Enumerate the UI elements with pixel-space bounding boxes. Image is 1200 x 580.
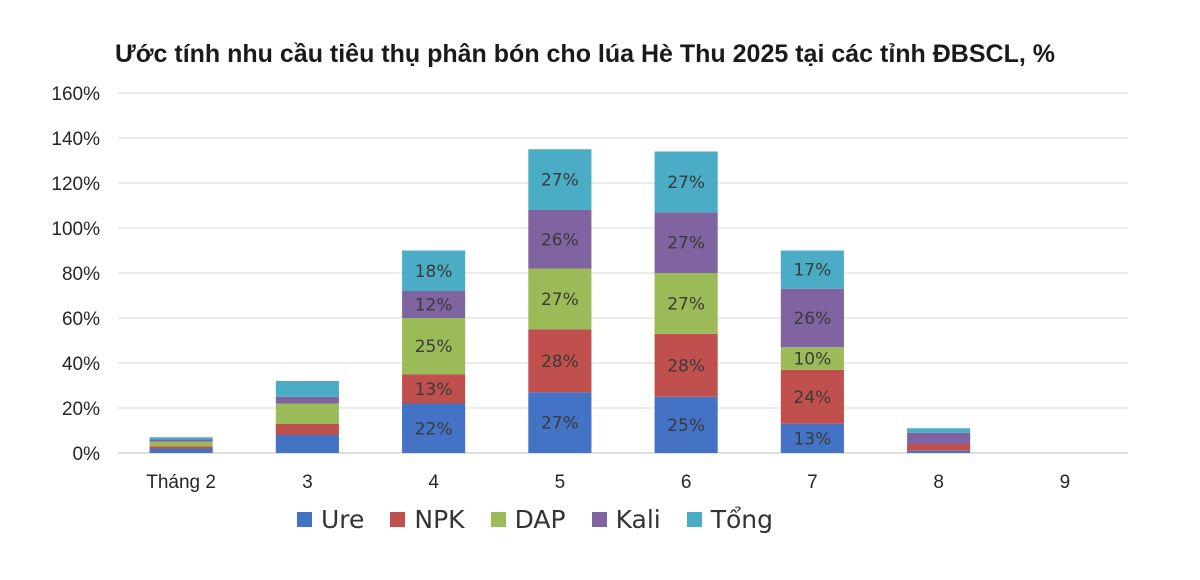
y-tick-label: 60%	[62, 309, 100, 330]
data-label: 22%	[415, 419, 453, 439]
bar-segment	[402, 250, 466, 291]
bar-segment	[654, 212, 718, 273]
legend-item: NPK	[390, 505, 465, 534]
y-tick-label: 160%	[51, 84, 100, 105]
bar-segment	[907, 450, 971, 453]
bars: 22% 13% 25% 12% 18% 27% 28% 27% 26% 27% 25% 28% 27% 2…	[149, 149, 971, 453]
bar-segment	[907, 444, 971, 451]
bar-segment	[275, 381, 339, 397]
data-label: 12%	[415, 296, 453, 316]
y-tick-label: 80%	[62, 264, 100, 285]
x-axis-ticks: Tháng 2 3 4 5 6 7 8 9	[146, 472, 1070, 493]
bar-segment	[654, 151, 718, 213]
legend-label: Kali	[615, 505, 661, 534]
data-label: 27%	[541, 290, 579, 310]
x-tick-label: 8	[933, 472, 944, 493]
legend: Ure NPK DAP Kali Tổng	[0, 505, 1070, 534]
bar-segment	[402, 403, 466, 453]
x-tick-label: 3	[302, 472, 313, 493]
bar-segment	[275, 396, 339, 404]
data-label: 18%	[415, 262, 453, 282]
data-label: 24%	[793, 388, 831, 408]
data-label: 13%	[793, 429, 831, 449]
bar-segment	[402, 318, 466, 375]
legend-label: Ure	[320, 505, 365, 534]
x-tick-label: Tháng 2	[146, 472, 216, 493]
bar-segment	[654, 396, 718, 453]
data-label: 10%	[793, 350, 831, 370]
bar-segment	[528, 329, 592, 393]
data-label: 25%	[415, 337, 453, 357]
data-label: 25%	[667, 416, 705, 436]
data-label: 26%	[541, 230, 579, 250]
bar-segment	[275, 403, 339, 424]
data-label: 17%	[793, 261, 831, 281]
y-tick-label: 20%	[62, 399, 100, 420]
y-tick-label: 120%	[51, 174, 100, 195]
data-label: 13%	[415, 380, 453, 400]
legend-label: DAP	[514, 505, 566, 534]
bar-segment	[780, 369, 844, 424]
legend-swatch	[490, 512, 506, 527]
y-tick-label: 100%	[51, 219, 100, 240]
bar-segment	[654, 333, 718, 397]
bar-segment	[402, 374, 466, 404]
y-axis-ticks: 0% 20% 40% 60% 80% 100% 120% 140% 160%	[51, 84, 100, 465]
bar-segment	[780, 423, 844, 453]
y-tick-label: 0%	[73, 444, 101, 465]
bar-segment	[149, 437, 213, 440]
bar-segment	[528, 210, 592, 269]
x-tick-label: 4	[428, 472, 439, 493]
bar-segment	[402, 291, 466, 318]
y-tick-label: 40%	[62, 354, 100, 375]
data-label: 26%	[793, 309, 831, 329]
bar-segment	[528, 149, 592, 210]
bar-segment	[275, 423, 339, 435]
legend-swatch	[686, 512, 702, 527]
bar-segment	[149, 448, 213, 453]
data-label: 28%	[541, 352, 579, 372]
data-label: 27%	[541, 171, 579, 191]
legend-item: DAP	[490, 505, 566, 534]
legend-swatch	[591, 512, 607, 527]
x-tick-label: 9	[1060, 472, 1071, 493]
data-label: 27%	[541, 414, 579, 434]
legend-label: NPK	[414, 505, 465, 534]
bar-segment	[780, 288, 844, 348]
bar-segment	[149, 446, 213, 449]
y-tick-label: 140%	[51, 129, 100, 150]
data-label: 27%	[667, 294, 705, 314]
x-tick-label: 6	[681, 472, 692, 493]
bar-segment	[528, 268, 592, 330]
legend-item: Kali	[591, 505, 661, 534]
bar-segment	[149, 441, 213, 447]
bar-segment	[780, 347, 844, 370]
legend-label: Tổng	[710, 505, 774, 534]
grid-lines	[118, 92, 1128, 454]
bar-segment	[149, 439, 213, 442]
bar-segment	[528, 392, 592, 453]
bar-segment	[907, 432, 971, 444]
bar-segment	[780, 250, 844, 289]
bar-segment	[654, 273, 718, 334]
x-tick-label: 5	[555, 472, 566, 493]
bar-segment	[907, 428, 971, 433]
legend-item: Ure	[296, 505, 365, 534]
data-label: 28%	[667, 356, 705, 376]
chart-title: Ước tính nhu cầu tiêu thụ phân bón cho l…	[115, 40, 1055, 68]
legend-item: Tổng	[686, 505, 774, 534]
legend-swatch	[390, 512, 406, 527]
data-label: 27%	[667, 234, 705, 254]
x-tick-label: 7	[807, 472, 818, 493]
bar-segment	[275, 435, 339, 453]
data-label: 27%	[667, 173, 705, 193]
legend-swatch	[296, 512, 312, 527]
